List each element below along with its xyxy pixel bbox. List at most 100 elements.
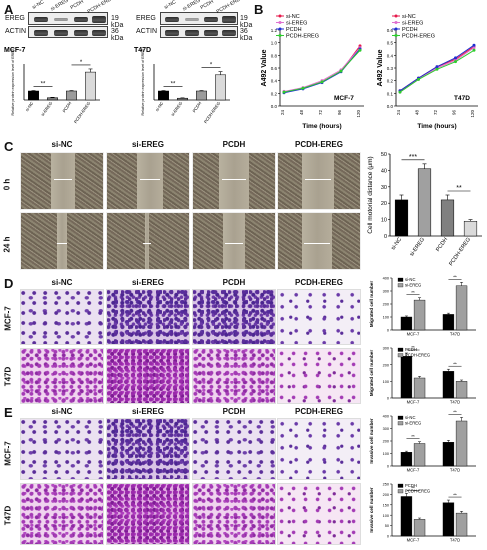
blot-label-actin: ACTIN [136,28,157,35]
bar [440,199,455,237]
bar [413,299,426,331]
y-tick-label: 0 [384,234,387,240]
chart-title: MCF-7 [4,47,25,54]
y-tick-label: 0 [387,535,389,539]
panel-label-d: D [4,276,14,291]
x-axis-label: Time (hours) [302,123,341,130]
y-tick-label: 150 [383,503,389,507]
y-tick-label: 100 [383,380,389,384]
legend-label: PCDH-EREG [402,34,435,40]
wound-image [277,212,361,270]
kda-ereg: 19 kDa [111,15,124,29]
category-label: T47D [450,400,460,405]
y-axis-label: Relative protein expression level of ERE… [11,48,15,115]
legend-marker [394,14,398,18]
y-axis-label: A492 Value [377,49,384,86]
transwell-image [106,289,190,345]
kda-ereg: 19 kDa [240,15,253,29]
y-axis-label: Migrated cell number [369,350,374,396]
category-label: si-EREG [409,237,426,258]
y-tick-label: 0.5 [387,41,394,46]
category-label: si-NC [390,237,403,252]
bar [413,519,426,537]
panel-label-a: A [4,2,14,17]
significance-label: ** [411,345,415,350]
bar [394,199,409,237]
category-label: MCF-7 [407,400,420,405]
migration-col-label: si-NC [51,278,73,287]
y-tick-label: 50 [385,524,389,528]
bar [413,443,426,467]
category-label: T47D [450,538,460,543]
lane-label: si-EREG [49,0,70,13]
significance-label: ** [453,410,457,415]
legend-label: si-NC [286,14,300,20]
y-tick-label: 0.6 [387,28,394,33]
category-label: PCDH [61,101,72,114]
y-tick-label: 0 [387,397,389,401]
legend-marker [278,34,282,37]
legend-label: si-EREG [405,283,421,288]
legend-marker [394,21,398,24]
x-tick-label: 120 [356,110,361,118]
bar [442,371,455,399]
legend-label: si-NC [402,14,416,20]
legend-swatch [397,277,404,282]
lane-label: si-NC [163,0,178,11]
bar [463,220,478,237]
chart-a-mcf7: si-NC si-EREG PCDH PCDH-EREG***MCF-7Relativ… [4,47,100,124]
category-label: MCF-7 [407,468,420,473]
category-label: si-NC [24,101,34,112]
y-tick-label: 100 [383,316,389,320]
lane-label: PCDH [199,0,215,12]
wound-col-label: PCDH-EREG [294,140,343,149]
x-tick-label: 24 [396,110,401,116]
transwell-image [20,348,104,404]
legend-swatch [397,347,404,352]
bar [158,90,169,101]
panel-label-e: E [4,405,13,420]
series-point [435,67,439,71]
y-tick-label: 0 [387,329,389,333]
y-tick-label: 250 [383,483,389,487]
bar [442,314,455,331]
legend-label: PCDH-EREG [405,353,430,358]
y-tick-label: 0.0 [271,104,278,109]
series-point [454,56,457,60]
migration-col-label: si-EREG [131,278,164,287]
series-line [283,49,361,93]
blot-group-mcf7: EREG ACTIN 19 kDa 36 kDa si-NC si-EREG P… [0,0,130,44]
transwell-image [20,483,104,545]
bar [85,71,96,101]
significance-label: ** [453,274,457,279]
transwell-image [277,418,361,480]
legend-swatch [397,421,404,426]
y-tick-label: 10 [381,218,387,224]
y-tick-label: 200 [383,440,389,444]
cell-line-label: MCF-7 [334,95,354,102]
x-tick-label: 72 [433,110,438,116]
series-point [417,77,420,81]
y-tick-label: 0.3 [387,66,394,71]
chart-b-t47d: 0.0 0.1 0.2 0.3 0.4 0.5 0.6 24 48 72 96 120 si-NCsi-… [377,14,478,130]
wound-col-label: si-EREG [131,140,164,149]
legend-label: si-EREG [405,421,421,426]
lane-label: si-NC [31,0,46,11]
category-label: si-EREG [170,101,183,117]
series-point [472,43,476,47]
bar [417,168,432,237]
y-tick-label: 300 [383,347,389,351]
migration-col-label: PCDH-EREG [294,278,343,287]
wound-image [192,212,276,270]
category-label: PCDH [435,237,449,253]
legend-marker [394,34,398,37]
y-tick-label: 300 [383,290,389,294]
category-label: T47D [450,332,460,337]
y-tick-label: 0 [387,465,389,469]
wound-image [106,152,190,210]
y-tick-label: 20 [381,201,387,207]
series-point [358,48,362,52]
y-axis-label: A492 Value [261,49,268,86]
significance-label: ** [456,185,462,192]
invasion-grid: si-NC si-EREG PCDH PCDH-EREG MCF-7 T47D [0,407,362,547]
